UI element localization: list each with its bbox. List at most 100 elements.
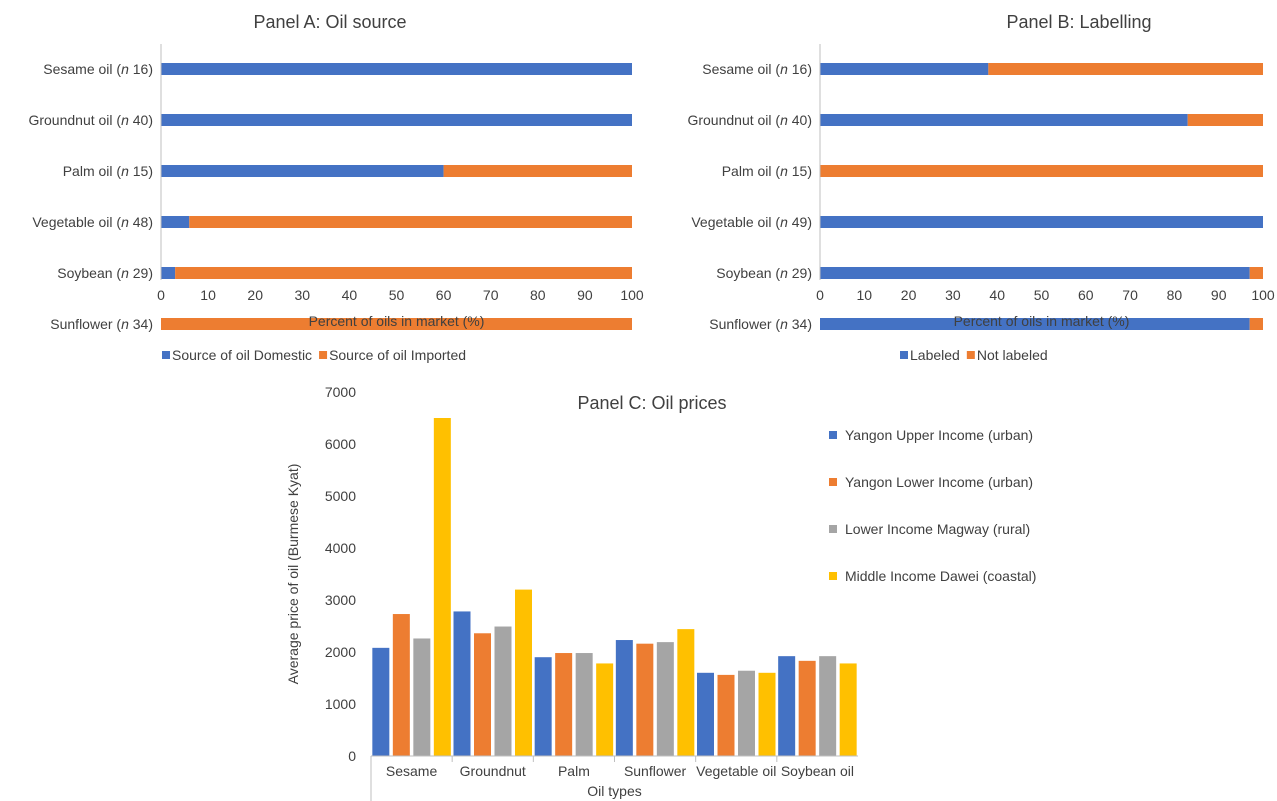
panel-a-x-tick: 20: [247, 287, 263, 303]
panel-b-bar-second: [1187, 114, 1263, 126]
panel-c-y-tick: 7000: [325, 384, 356, 400]
panel-b-x-tick: 70: [1122, 287, 1138, 303]
panel-b-category-label: Soybean (n 29): [716, 265, 812, 281]
panel-a-x-tick: 60: [436, 287, 452, 303]
panel-c-bar-series-2: [555, 653, 573, 756]
panel-c-bar-series-4: [677, 629, 695, 756]
panel-b-category-label: Sunflower (n 34): [709, 316, 812, 332]
category-label-part: 34): [129, 316, 153, 332]
panel-c-legend-label: Yangon Upper Income (urban): [845, 427, 1033, 443]
panel-b-bar-first: [820, 318, 1250, 330]
panel-c-bar-series-4: [758, 672, 776, 756]
panel-b-legend-label: Labeled: [910, 347, 960, 363]
panel-b-title: Panel B: Labelling: [1006, 12, 1151, 32]
panel-c-legend-label: Middle Income Dawei (coastal): [845, 568, 1036, 584]
panel-c-bar-series-3: [738, 670, 755, 756]
category-label-part: n: [780, 265, 788, 281]
panel-a-bar-first: [161, 114, 632, 126]
panel-c-bar-series-3: [819, 656, 837, 756]
panel-c-bar-series-2: [798, 660, 816, 756]
panel-b-x-tick: 40: [989, 287, 1005, 303]
panel-b-bar-first: [820, 216, 1263, 228]
panel-b-category-label: Groundnut oil (n 40): [687, 112, 812, 128]
panel-a-x-tick: 0: [157, 287, 165, 303]
panel-a-category-label: Sunflower (n 34): [50, 316, 153, 332]
panel-c-x-tick: Sunflower: [624, 763, 687, 779]
panel-b-bar-first: [820, 114, 1188, 126]
category-label-part: Sunflower (: [709, 316, 780, 332]
panel-c-x-tick: Soybean oil: [781, 763, 854, 779]
panel-c-legend-swatch: [829, 478, 837, 486]
panel-a-legend-label: Source of oil Imported: [329, 347, 466, 363]
panel-b-legend-swatch: [966, 351, 975, 359]
panel-a-bar-second: [443, 165, 632, 177]
panel-b-bar-second: [988, 63, 1263, 75]
category-label-part: Soybean (: [716, 265, 780, 281]
panel-c-bar-series-2: [474, 633, 491, 756]
panel-c-bar-series-2: [636, 643, 654, 756]
panel-a-x-tick: 30: [295, 287, 311, 303]
panel-a-legend-label: Source of oil Domestic: [172, 347, 312, 363]
category-label-part: n: [121, 214, 129, 230]
panel-c-bar-series-2: [717, 674, 735, 756]
panel-c-x-tick: Sesame: [386, 763, 438, 779]
panel-a-bar-first: [161, 165, 444, 177]
category-label-part: 15): [788, 163, 812, 179]
panel-b-x-tick: 0: [816, 287, 824, 303]
panel-c-bar-series-1: [453, 611, 471, 756]
category-label-part: n: [121, 163, 129, 179]
category-label-part: n: [780, 163, 788, 179]
panel-c-legend-swatch: [829, 431, 837, 439]
category-label-part: 48): [129, 214, 153, 230]
panel-b-bar-second: [1249, 267, 1263, 279]
panel-b-x-tick: 100: [1251, 287, 1275, 303]
panel-c-x-axis-label: Oil types: [587, 783, 641, 799]
panel-a-category-label: Sesame oil (n 16): [43, 61, 153, 77]
category-label-part: n: [780, 214, 788, 230]
category-label-part: n: [780, 61, 788, 77]
panel-a-category-label: Vegetable oil (n 48): [32, 214, 153, 230]
panel-c-bar-series-1: [534, 657, 552, 756]
panel-a-bar-second: [175, 267, 632, 279]
category-label-part: 34): [788, 316, 812, 332]
panel-c-bar-series-1: [372, 647, 390, 756]
category-label-part: Sesame oil (: [43, 61, 121, 77]
panel-b-category-label: Sesame oil (n 16): [702, 61, 812, 77]
panel-a-x-tick: 40: [342, 287, 358, 303]
panel-c-bar-series-4: [839, 663, 857, 756]
panel-c-legend-label: Lower Income Magway (rural): [845, 521, 1030, 537]
panel-a-legend-swatch: [162, 351, 170, 359]
panel-c: Panel C: Oil prices 0 1000 2000 3000 4000 5000…: [285, 384, 1036, 801]
category-label-part: 15): [129, 163, 153, 179]
category-label-part: n: [121, 61, 129, 77]
category-label-part: Soybean (: [57, 265, 121, 281]
panel-c-bar-series-4: [515, 589, 532, 756]
panel-b-x-axis-label: Percent of oils in market (%): [954, 313, 1130, 329]
panel-b-x-tick: 90: [1211, 287, 1227, 303]
panel-a-category-label: Palm oil (n 15): [63, 163, 153, 179]
panel-b-bar-second: [1249, 318, 1263, 330]
panel-a-bar-first: [161, 216, 190, 228]
panel-c-y-tick: 2000: [325, 644, 356, 660]
category-label-part: Vegetable oil (: [691, 214, 780, 230]
panel-c-bar-series-3: [575, 653, 593, 756]
category-label-part: 40): [129, 112, 153, 128]
panel-a-category-label: Groundnut oil (n 40): [28, 112, 153, 128]
panel-a-legend-swatch: [319, 351, 328, 359]
panel-c-bar-series-3: [413, 638, 431, 756]
panel-a-bar-first: [161, 267, 176, 279]
category-label-part: Groundnut oil (: [687, 112, 780, 128]
category-label-part: n: [121, 265, 129, 281]
panel-c-legend-label: Yangon Lower Income (urban): [845, 474, 1033, 490]
category-label-part: n: [121, 316, 129, 332]
panel-c-x-tick: Groundnut: [460, 763, 526, 779]
panel-a-x-tick: 90: [577, 287, 593, 303]
panel-a-x-tick: 70: [483, 287, 499, 303]
panel-b-x-tick: 80: [1167, 287, 1183, 303]
category-label-part: Palm oil (: [722, 163, 781, 179]
category-label-part: n: [121, 112, 129, 128]
panel-b-x-tick: 10: [857, 287, 873, 303]
panel-b-x-tick: 50: [1034, 287, 1050, 303]
